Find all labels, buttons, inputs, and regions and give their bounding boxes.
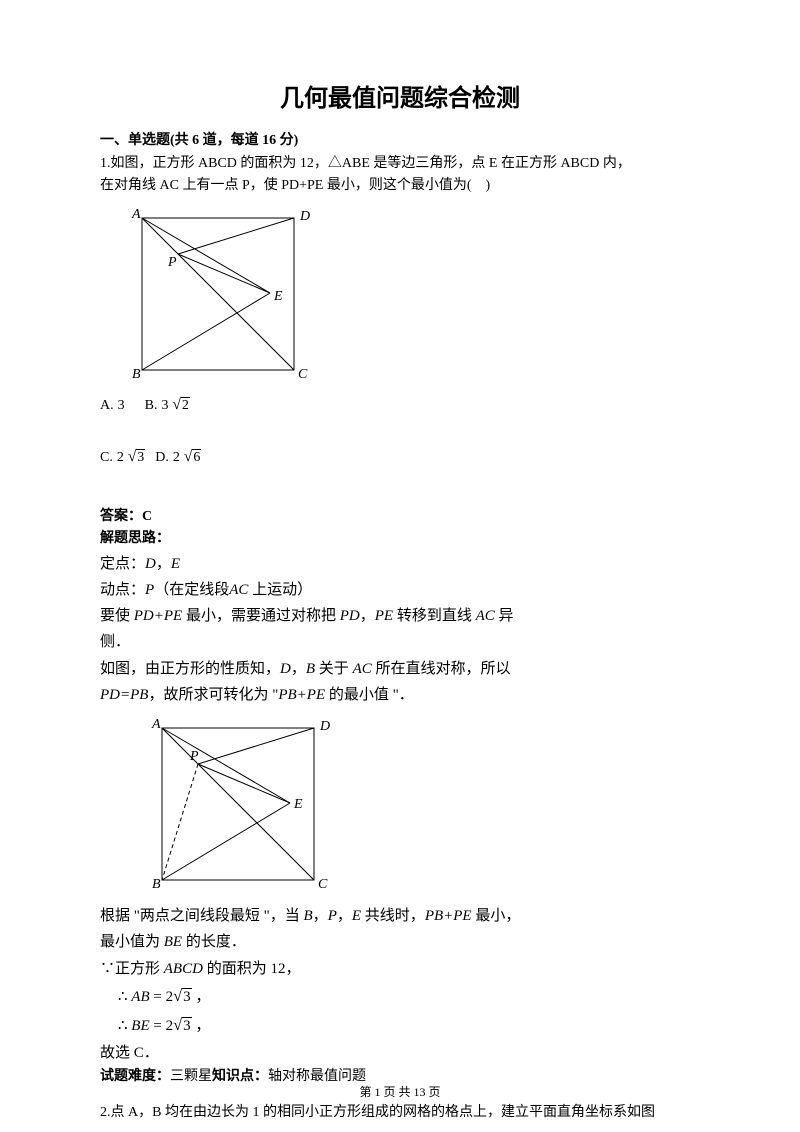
q2-prompt: 2.点 A，B 均在由边长为 1 的相同小正方形组成的网格的格点上，建立平面直角…: [100, 1102, 700, 1124]
label2-A: A: [151, 718, 161, 732]
geometry-figure-1: A D B C P E: [120, 208, 310, 383]
option-C-sqrt: 3: [128, 445, 145, 470]
option-D-sqrt: 6: [184, 445, 201, 470]
solution-line-10: ∴ AB = 23 ，: [118, 982, 700, 1011]
option-C-label: C.: [100, 447, 113, 469]
option-C-coef: 2: [117, 447, 124, 469]
label-E: E: [273, 289, 283, 304]
solution-line-3: 要使 PD+PE 最小，需要通过对称把 PD，PE 转移到直线 AC 异: [100, 603, 700, 629]
q1-solution-header: 解题思路：: [100, 528, 700, 550]
q1-answer: 答案：C: [100, 506, 700, 528]
solution-line-9: ∵正方形 ABCD 的面积为 12，: [100, 956, 700, 982]
q1-figure1: A D B C P E: [120, 208, 700, 383]
q1-prompt-line1: 1.如图，正方形 ABCD 的面积为 12，△ABE 是等边三角形，点 E 在正…: [100, 153, 700, 175]
q1-options-row1: A. 3 B. 3 2: [100, 393, 700, 418]
label-B: B: [132, 367, 141, 382]
option-B-sqrt: 2: [172, 393, 189, 418]
solution-line-11: ∴ BE = 23 ，: [118, 1011, 700, 1040]
label2-B: B: [152, 877, 161, 892]
label2-P: P: [189, 749, 199, 764]
solution-line-2: 动点：P（在定线段AC 上运动）: [100, 577, 700, 603]
option-D-coef: 2: [173, 447, 180, 469]
label-P: P: [167, 255, 177, 270]
solution-line-7: 根据 "两点之间线段最短 "，当 B，P，E 共线时，PB+PE 最小，: [100, 903, 700, 929]
solution-line-12: 故选 C．: [100, 1040, 700, 1066]
solution-line-5: 如图，由正方形的性质知，D，B 关于 AC 所在直线对称，所以: [100, 656, 700, 682]
q1-prompt-line2: 在对角线 AC 上有一点 P，使 PD+PE 最小，则这个最小值为( ): [100, 175, 700, 197]
option-A-value: 3: [118, 395, 125, 417]
label2-E: E: [293, 797, 303, 812]
page-footer: 第 1 页 共 13 页: [0, 1083, 800, 1102]
option-B-label: B.: [145, 395, 158, 417]
label-C: C: [298, 367, 308, 382]
solution-line-8: 最小值为 BE 的长度．: [100, 929, 700, 955]
page-title: 几何最值问题综合检测: [100, 80, 700, 118]
option-B-coef: 3: [161, 395, 168, 417]
solution-line-6: PD=PB，故所求可转化为 "PB+PE 的最小值 "．: [100, 682, 700, 708]
q1-options-row2: C. 2 3 D. 2 6: [100, 445, 700, 470]
option-D-label: D.: [155, 447, 169, 469]
geometry-figure-2: A D B C P E: [140, 718, 330, 893]
solution-line-4: 侧．: [100, 629, 700, 655]
q1-figure2: A D B C P E: [140, 718, 700, 893]
label2-C: C: [318, 877, 328, 892]
solution-line-1: 定点：D，E: [100, 551, 700, 577]
label2-D: D: [319, 719, 330, 734]
option-A-label: A.: [100, 395, 114, 417]
label-D: D: [299, 209, 310, 224]
label-A: A: [131, 208, 141, 222]
section-header: 一、单选题(共 6 道，每道 16 分): [100, 130, 700, 152]
